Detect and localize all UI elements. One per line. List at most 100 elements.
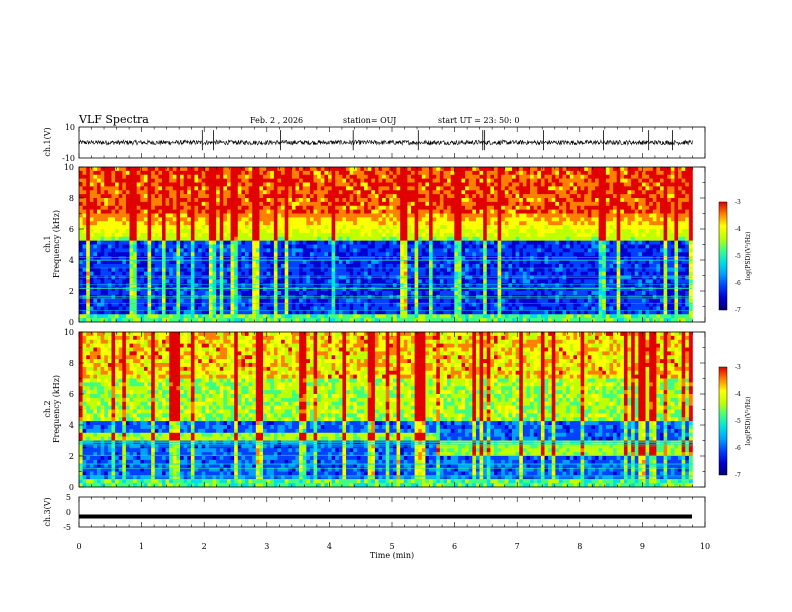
spectrogram-cell bbox=[115, 248, 119, 253]
spectrogram-cell bbox=[147, 287, 152, 292]
spectrogram-cell bbox=[483, 252, 488, 257]
spectrogram-cell bbox=[79, 306, 83, 311]
spectrogram-cell bbox=[414, 279, 419, 284]
spectrogram-cell bbox=[79, 194, 83, 199]
spectrogram-cell bbox=[400, 209, 405, 214]
spectrogram-cell bbox=[147, 229, 152, 234]
spectrogram-cell bbox=[111, 194, 116, 199]
spectrogram-cell bbox=[396, 260, 401, 265]
spectrogram-cell bbox=[125, 167, 130, 172]
spectrogram-cell bbox=[512, 294, 516, 300]
spectrogram-cell bbox=[367, 271, 372, 276]
spectrogram-cell bbox=[436, 244, 441, 249]
spectrogram-cell bbox=[136, 271, 141, 276]
spectrogram-cell bbox=[180, 271, 184, 276]
spectrogram-cell bbox=[494, 267, 498, 272]
spectrogram-cell bbox=[331, 248, 336, 253]
spectrogram-cell bbox=[392, 248, 397, 253]
spectrogram-cell bbox=[504, 256, 509, 261]
spectrogram-cell bbox=[504, 174, 509, 179]
spectrogram-cell bbox=[522, 244, 527, 249]
spectrogram-cell bbox=[338, 217, 343, 222]
spectrogram-cell bbox=[512, 232, 516, 238]
spectrogram-cell bbox=[194, 178, 199, 183]
spectrogram-cell bbox=[172, 201, 177, 207]
spectrogram-cell bbox=[519, 287, 524, 292]
spectrogram-cell bbox=[100, 186, 105, 191]
spectrogram-cell bbox=[255, 244, 260, 249]
spectrogram-cell bbox=[165, 190, 170, 195]
spectrogram-cell bbox=[364, 182, 368, 187]
spectrogram-cell bbox=[107, 314, 112, 319]
spectrogram-cell bbox=[490, 178, 495, 183]
spectrogram-cell bbox=[356, 291, 361, 296]
spectrogram-cell bbox=[317, 279, 322, 284]
spectrogram-cell bbox=[82, 256, 87, 261]
spectrogram-cell bbox=[328, 248, 332, 253]
spectrogram-cell bbox=[183, 186, 188, 191]
spectrogram-cell bbox=[349, 174, 354, 179]
spectrogram-cell bbox=[486, 256, 491, 261]
spectrogram-cell bbox=[418, 279, 423, 284]
spectrogram-cell bbox=[501, 287, 506, 292]
spectrogram-cell bbox=[143, 186, 148, 191]
spectrogram-cell bbox=[277, 298, 282, 303]
spectrogram-cell bbox=[107, 190, 112, 195]
spectrogram-cell bbox=[429, 260, 433, 265]
spectrogram-cell bbox=[504, 209, 509, 214]
spectrogram-cell bbox=[190, 182, 195, 187]
spectrogram-cell bbox=[457, 194, 462, 199]
spectrogram-cell bbox=[411, 221, 415, 226]
spectrogram-cell bbox=[439, 287, 444, 292]
spectrogram-cell bbox=[194, 240, 199, 245]
spectrogram-cell bbox=[263, 263, 267, 269]
spectrogram-cell bbox=[425, 221, 430, 226]
spectrogram-cell bbox=[273, 198, 278, 203]
spectrogram-cell bbox=[100, 306, 105, 311]
spectrogram-cell bbox=[284, 213, 289, 218]
spectrogram-cell bbox=[284, 232, 289, 238]
spectrogram-cell bbox=[519, 314, 524, 319]
spectrogram-cell bbox=[389, 294, 394, 300]
spectrogram-cell bbox=[504, 310, 509, 315]
spectrogram-cell bbox=[93, 186, 98, 191]
spectrogram-cell bbox=[216, 186, 221, 191]
spectrogram-cell bbox=[158, 256, 163, 261]
spectrogram-cell bbox=[429, 248, 433, 253]
spectrogram-cell bbox=[331, 178, 336, 183]
spectrogram-cell bbox=[425, 244, 430, 249]
spectrogram-cell bbox=[349, 260, 354, 265]
spectrogram-cell bbox=[472, 256, 477, 261]
spectrogram-cell bbox=[436, 248, 441, 253]
spectrogram-cell bbox=[309, 186, 314, 191]
spectrogram-cell bbox=[335, 174, 340, 179]
spectrogram-cell bbox=[429, 221, 433, 226]
spectrogram-cell bbox=[403, 221, 408, 226]
spectrogram-cell bbox=[512, 314, 516, 319]
spectrogram-cell bbox=[266, 232, 271, 238]
spectrogram-cell bbox=[107, 302, 112, 307]
spectrogram-cell bbox=[281, 294, 285, 300]
spectrogram-cell bbox=[472, 306, 477, 311]
spectrogram-cell bbox=[104, 217, 109, 222]
spectrogram-cell bbox=[320, 248, 325, 253]
spectrogram-cell bbox=[151, 294, 156, 300]
spectrogram-cell bbox=[392, 240, 397, 245]
spectrogram-cell bbox=[331, 240, 336, 245]
spectrogram-cell bbox=[295, 310, 300, 315]
spectrogram-cell bbox=[234, 260, 239, 265]
spectrogram-cell bbox=[266, 217, 271, 222]
spectrogram-cell bbox=[475, 248, 480, 253]
spectrogram-cell bbox=[223, 225, 228, 230]
spectrogram-cell bbox=[465, 186, 470, 191]
spectrogram-cell bbox=[418, 267, 423, 272]
spectrogram-cell bbox=[143, 236, 148, 241]
spectrogram-cell bbox=[136, 263, 141, 269]
spectrogram-cell bbox=[208, 225, 213, 230]
spectrogram-cell bbox=[107, 194, 112, 199]
spectrogram-cell bbox=[353, 194, 358, 199]
spectrogram-cell bbox=[313, 186, 318, 191]
spectrogram-cell bbox=[93, 229, 98, 234]
spectrogram-cell bbox=[176, 306, 181, 311]
spectrogram-cell bbox=[328, 318, 332, 323]
